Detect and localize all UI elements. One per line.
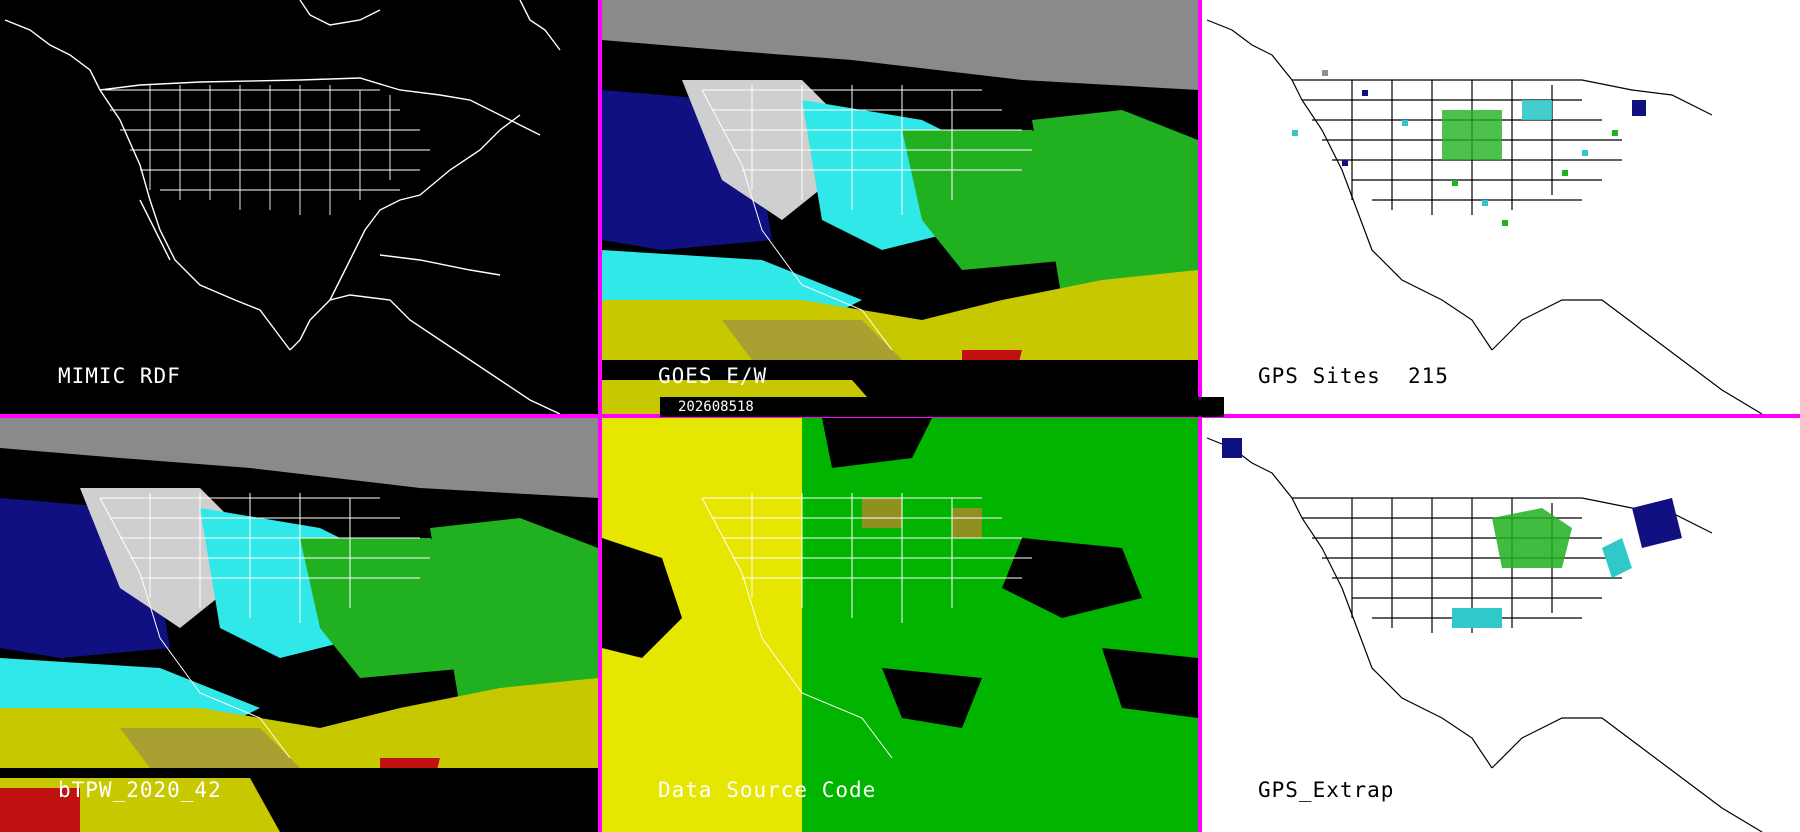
panel-goes-ew: GOES E/W (602, 0, 1198, 414)
panel-label: GPS_Extrap (1258, 778, 1395, 802)
gps-extrap-field (1222, 438, 1682, 628)
panel-label: bTPW_2020_42 (58, 778, 222, 802)
panel-btpw: bTPW_2020_42 (0, 418, 598, 832)
gps-extrap-map (1206, 437, 1763, 832)
panel-label: GOES E/W (658, 364, 768, 388)
state-borders (105, 85, 430, 215)
tpw-field (602, 0, 1198, 414)
panel-data-source-code: Data Source Code (602, 418, 1198, 832)
coastline-outline (4, 0, 561, 414)
panel-mimic-rdf: MIMIC RDF (0, 0, 598, 414)
gps-site-count: 215 (1408, 364, 1449, 388)
tpw-field (0, 418, 598, 832)
timestamp-bar: 202608518 (660, 397, 1224, 417)
panel-label: MIMIC RDF (58, 364, 181, 388)
panel-gps-extrap: GPS_Extrap (1202, 418, 1800, 832)
map-outline (4, 0, 561, 414)
panel-label: Data Source Code (658, 778, 877, 802)
panel-label: GPS Sites (1258, 364, 1381, 388)
gps-site-map (1206, 19, 1763, 414)
data-source-field (602, 418, 1198, 832)
panel-gps-sites: GPS Sites 215 (1202, 0, 1800, 414)
gps-site-markers (1292, 70, 1646, 226)
